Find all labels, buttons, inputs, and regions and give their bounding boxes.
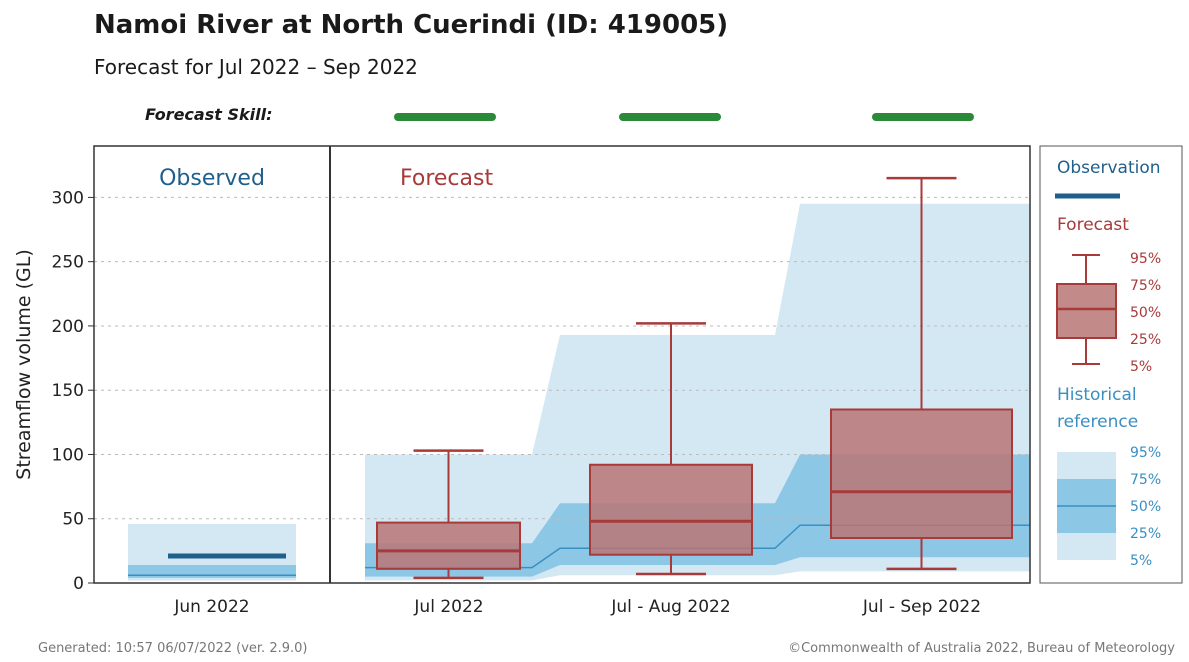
legend-forecast-title: Forecast — [1057, 215, 1129, 235]
chart-title: Namoi River at North Cuerindi (ID: 41900… — [94, 10, 729, 40]
forecast-iqr-box-2 — [589, 463, 753, 556]
legend-historical-pct-25: 25% — [1130, 526, 1161, 542]
forecast-panel-label: Forecast — [400, 166, 493, 191]
y-tick-label-50: 50 — [62, 510, 84, 530]
legend-forecast-pct-75: 75% — [1130, 278, 1161, 294]
forecast-skill-bar-1 — [394, 113, 496, 121]
generated-note: Generated: 10:57 06/07/2022 (ver. 2.9.0) — [38, 641, 308, 656]
legend-forecast-pct-25: 25% — [1130, 332, 1161, 348]
legend-historical-pct-75: 75% — [1130, 472, 1161, 488]
x-tick-label-1: Jul 2022 — [413, 597, 483, 617]
forecast-skill-bar-2 — [619, 113, 721, 121]
copyright-note: ©Commonwealth of Australia 2022, Bureau … — [788, 641, 1175, 656]
legend-historical-pct-95: 95% — [1130, 445, 1161, 461]
legend-historical-title-1: Historical — [1057, 385, 1137, 405]
forecast-box-2 — [589, 322, 753, 576]
legend-observation-title: Observation — [1057, 158, 1161, 178]
y-tick-label-300: 300 — [52, 188, 84, 208]
chart-subtitle: Forecast for Jul 2022 – Sep 2022 — [94, 55, 418, 79]
y-tick-label-0: 0 — [73, 574, 84, 594]
forecast-box-1 — [376, 449, 521, 580]
legend-historical-title-2: reference — [1057, 412, 1138, 432]
x-tick-label-obs: Jun 2022 — [173, 597, 249, 617]
forecast-skill-label: Forecast Skill: — [145, 105, 273, 124]
forecast-iqr-box-3 — [830, 408, 1013, 540]
legend-historical-pct-5: 5% — [1130, 553, 1152, 569]
y-tick-label-150: 150 — [52, 381, 84, 401]
forecast-skill-bar-3 — [872, 113, 974, 121]
legend-forecast-pct-50: 50% — [1130, 305, 1161, 321]
y-axis-label: Streamflow volume (GL) — [13, 249, 35, 479]
y-tick-label-250: 250 — [52, 253, 84, 273]
legend-forecast-pct-5: 5% — [1130, 359, 1152, 375]
x-tick-label-3: Jul - Sep 2022 — [862, 597, 981, 617]
observed-panel-label: Observed — [159, 166, 265, 191]
y-tick-label-200: 200 — [52, 317, 84, 337]
forecast-iqr-box-1 — [376, 521, 521, 570]
legend-historical-pct-50: 50% — [1130, 499, 1161, 515]
plot-frame — [93, 145, 1031, 584]
legend-forecast-box — [1056, 283, 1117, 339]
x-tick-label-2: Jul - Aug 2022 — [610, 597, 730, 617]
y-tick-label-100: 100 — [52, 445, 84, 465]
forecast-box-3 — [830, 176, 1013, 571]
legend-forecast-pct-95: 95% — [1130, 251, 1161, 267]
